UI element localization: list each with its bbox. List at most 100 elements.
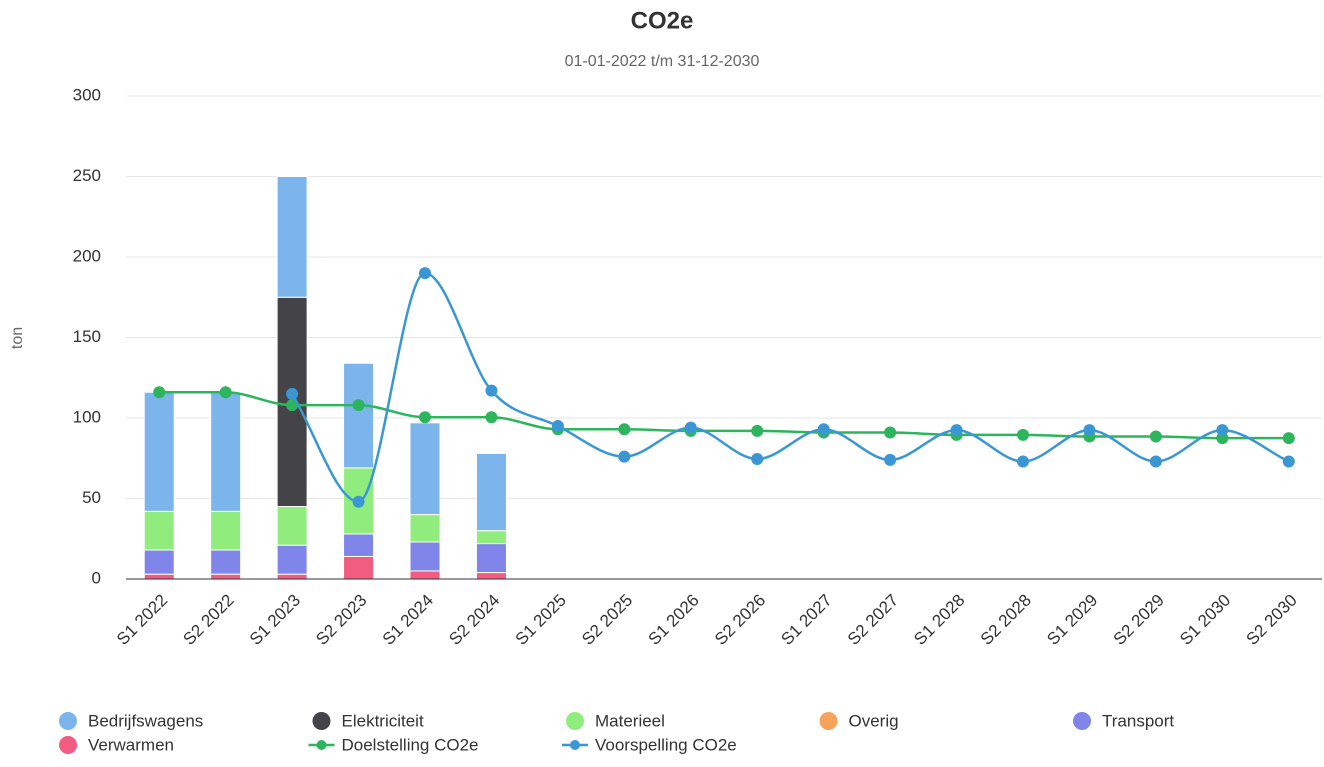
bar-segment: [409, 422, 441, 516]
legend-symbol: [312, 712, 331, 730]
x-tick-label: S2 2022: [179, 591, 237, 649]
line-marker: [684, 421, 697, 434]
x-tick-label: S2 2023: [312, 591, 370, 649]
line-marker: [1149, 455, 1162, 468]
line-marker: [1282, 455, 1295, 468]
legend-label: Transport: [1102, 711, 1174, 730]
y-tick-label: 300: [73, 85, 101, 104]
line-marker: [551, 420, 564, 433]
line-series: [286, 267, 1295, 508]
legend-symbol: [59, 736, 77, 754]
line-marker: [286, 387, 299, 400]
x-tick-label: S2 2025: [578, 591, 636, 649]
bar-segment: [210, 549, 242, 575]
y-axis-label: ton: [9, 327, 26, 349]
bar-segment: [475, 572, 507, 580]
legend-symbol: [570, 740, 580, 750]
bar-segment: [475, 452, 507, 532]
x-tick-label: S1 2024: [379, 591, 437, 649]
legend: Bedrijfswagens Elektriciteit Materieel Over…: [59, 711, 1174, 754]
line-marker: [751, 453, 764, 466]
y-tick-label: 50: [82, 488, 101, 507]
x-tick-label: S1 2028: [910, 591, 968, 649]
x-tick-label: S2 2024: [445, 591, 503, 649]
line-series: [153, 386, 1295, 445]
bar-segment: [409, 541, 441, 572]
chart-subtitle: 01-01-2022 t/m 31-12-2030: [565, 53, 760, 70]
line-marker: [352, 495, 365, 508]
legend-symbol: [819, 712, 838, 730]
x-tick-label: S1 2025: [512, 591, 570, 649]
y-tick-label: 200: [73, 246, 101, 265]
line-marker: [1282, 432, 1295, 445]
bar-segment: [475, 530, 507, 545]
legend-symbol: [566, 712, 584, 730]
bar-segment: [210, 391, 242, 512]
y-tick-label: 0: [92, 568, 101, 587]
legend-label: Materieel: [595, 711, 665, 730]
bar-segment: [143, 391, 175, 512]
line-marker: [1017, 455, 1029, 468]
line-marker: [618, 423, 631, 436]
line-marker: [1216, 424, 1229, 437]
x-tick-label: S1 2026: [645, 591, 703, 649]
line: [291, 271, 1290, 503]
bar-segment: [276, 506, 308, 546]
bar-segment: [475, 543, 507, 574]
bar-segment: [276, 544, 308, 575]
line-marker: [950, 424, 963, 437]
x-tick-label: S2 2026: [711, 591, 769, 649]
bar-segment: [409, 514, 441, 543]
bar-segment: [343, 362, 375, 469]
line-marker: [884, 453, 897, 466]
bars: [143, 176, 507, 580]
line-marker: [419, 267, 431, 280]
line-marker: [1149, 430, 1162, 443]
bar-segment: [276, 573, 308, 580]
line-marker: [485, 411, 498, 424]
legend-label: Elektriciteit: [342, 711, 424, 730]
line-marker: [751, 424, 764, 437]
line-marker: [884, 426, 897, 439]
legend-label: Doelstelling CO2e: [342, 735, 479, 754]
bar-segment: [143, 573, 175, 580]
x-tick-label: S2 2028: [977, 591, 1035, 649]
line-marker: [618, 450, 631, 463]
legend-label: Voorspelling CO2e: [595, 735, 737, 754]
line-marker: [1017, 428, 1029, 441]
line-marker: [219, 386, 232, 399]
line-marker: [419, 411, 431, 424]
bar-segment: [143, 549, 175, 575]
line-marker: [817, 423, 830, 436]
x-tick-label: S1 2023: [246, 591, 304, 649]
legend-label: Bedrijfswagens: [88, 711, 203, 730]
legend-label: Overig: [849, 711, 899, 730]
bar-segment: [143, 510, 175, 551]
x-tick-label: S2 2027: [844, 591, 902, 649]
x-tick-label: S1 2030: [1176, 591, 1234, 649]
legend-symbol: [59, 712, 77, 730]
bar-segment: [210, 573, 242, 580]
x-tick-label: S2 2029: [1110, 591, 1168, 649]
line-marker: [153, 386, 166, 399]
bar-segment: [343, 533, 375, 557]
line-marker: [1083, 424, 1096, 437]
bar-segment: [210, 510, 242, 551]
x-tick-label: S2 2030: [1243, 591, 1301, 649]
line: [159, 390, 1289, 440]
bar-segment: [409, 570, 441, 580]
grid: [126, 95, 1322, 580]
legend-symbol: [1073, 712, 1091, 730]
legend-symbol: [316, 740, 327, 750]
x-tick-label: S1 2027: [777, 591, 835, 649]
chart-title: CO2e: [631, 7, 694, 34]
x-tick-label: S1 2022: [113, 591, 171, 649]
line-marker: [485, 384, 498, 397]
bar-segment: [276, 176, 308, 298]
line-marker: [352, 399, 365, 412]
bar-segment: [343, 555, 375, 580]
x-tick-label: S1 2029: [1043, 591, 1101, 649]
y-tick-label: 100: [73, 407, 101, 426]
y-tick-label: 150: [73, 327, 101, 346]
